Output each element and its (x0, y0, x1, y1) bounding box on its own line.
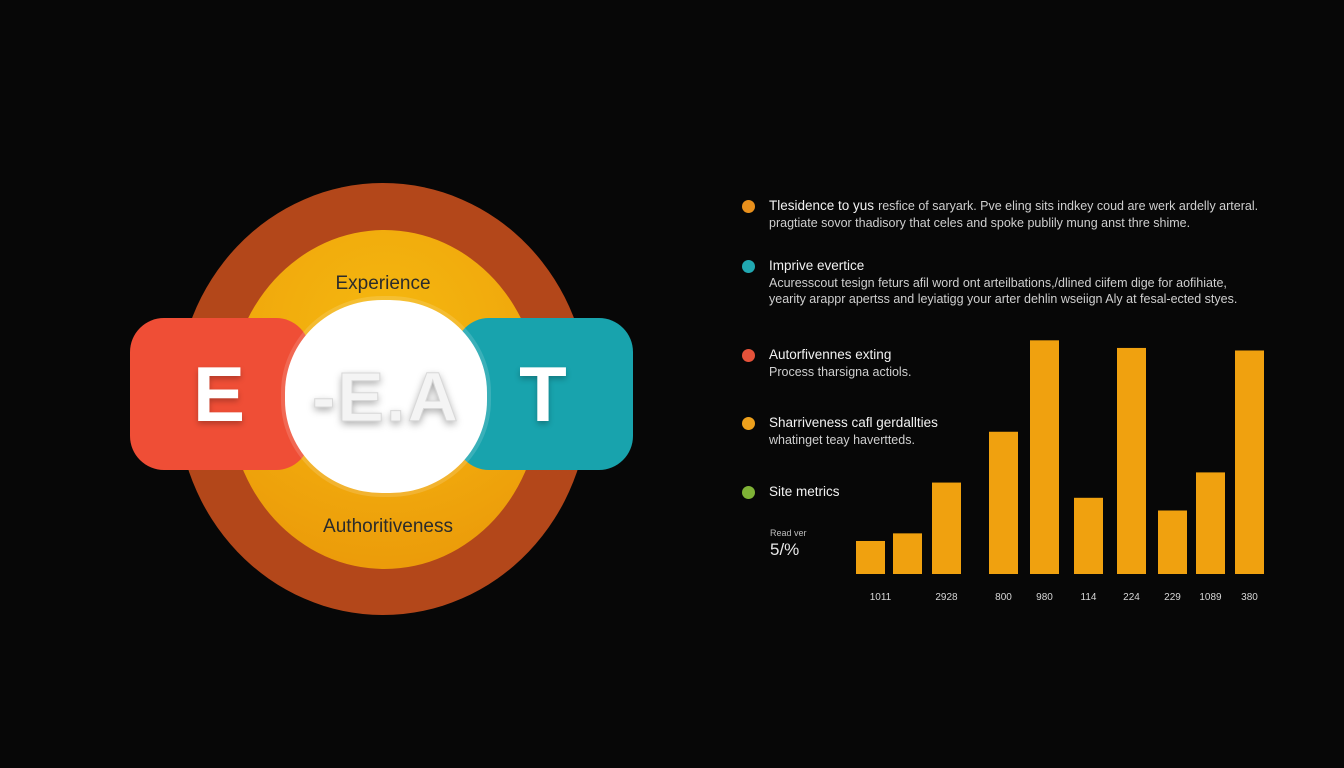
experience-label: Experience (335, 273, 431, 294)
item-body-line: Process tharsigna actiols. (769, 365, 912, 379)
metric-label: Read ver (770, 528, 807, 538)
x-tick-label: 229 (1164, 592, 1181, 603)
item-title: Sharriveness cafl gerdallties (769, 415, 938, 430)
bar (1074, 497, 1103, 574)
item-body-line: resfice of saryark. Pve eling sits indke… (878, 199, 1259, 213)
bar (1158, 510, 1187, 574)
item-body-line: whatinget teay havertteds. (769, 433, 915, 447)
bar (989, 431, 1018, 574)
authoritiveness-label: Authoritiveness (323, 516, 453, 537)
bar (1117, 347, 1146, 574)
x-tick-label: 114 (1081, 592, 1097, 603)
eeat-diagram: Experience Authoritiveness E T -E.A (0, 0, 660, 768)
green-dot-icon (742, 486, 755, 499)
letter-e: E (192, 349, 248, 438)
item-title: Tlesidence to yus (769, 198, 875, 213)
item-body: whatinget teay havertteds. (769, 432, 915, 448)
bar-chart: 1011 2928 800 980 114 224 229 1089 380 (856, 340, 1264, 603)
item-body: Acuresscout tesign feturs afil word ont … (769, 275, 1237, 307)
item-title: Autorfivennes exting (769, 347, 892, 362)
x-tick-label: 1089 (1199, 592, 1222, 603)
x-tick-label: 2928 (935, 592, 958, 603)
bar (932, 482, 961, 574)
bar (856, 540, 885, 574)
bar (1030, 340, 1059, 574)
center-blob: -E.A (285, 300, 487, 493)
letter-t: T (519, 349, 569, 438)
x-tick-label: 800 (995, 592, 1012, 603)
bar (893, 533, 922, 574)
red-dot-icon (742, 349, 755, 362)
left-pill: E (130, 318, 310, 470)
orange-dot-icon (742, 417, 755, 430)
item-title: Site metrics (769, 484, 840, 499)
teal-dot-icon (742, 260, 755, 273)
metric-value: 5/% (770, 540, 800, 559)
item-body-line: Acuresscout tesign feturs afil word ont … (769, 276, 1227, 290)
item-title: Imprive evertice (769, 258, 865, 273)
bar (1235, 350, 1264, 574)
x-tick-label: 380 (1241, 592, 1258, 603)
x-tick-label: 224 (1123, 592, 1140, 603)
bar (1196, 472, 1225, 574)
orange-dot-icon (742, 200, 755, 213)
item-body-line: yearity arappr apertss and leyiatigg you… (769, 292, 1238, 306)
item-body: resfice of saryark. Pve eling sits indke… (769, 199, 1258, 231)
letters-center: -E.A (312, 357, 460, 436)
x-tick-label: 980 (1036, 592, 1053, 603)
item-body-line: pragtiate sovor thadisory that celes and… (769, 216, 1191, 230)
x-tick-label: 1011 (870, 592, 892, 603)
item-body: Process tharsigna actiols. (769, 364, 911, 380)
